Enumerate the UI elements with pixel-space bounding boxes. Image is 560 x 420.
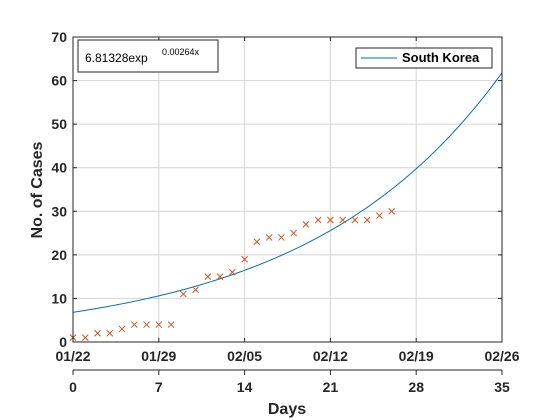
data-point-stroke-b: [388, 207, 396, 215]
data-point-stroke-b: [94, 329, 101, 337]
data-point: [351, 216, 359, 224]
y-tick-label: 30: [51, 203, 67, 219]
data-point: [118, 325, 126, 333]
day-tick-label: 14: [237, 379, 253, 395]
fit-curve-layer: [72, 72, 503, 313]
data-point: [290, 229, 297, 237]
data-point-stroke-b: [278, 234, 285, 241]
data-point: [143, 321, 150, 328]
equation-box-frame: [77, 39, 219, 73]
data-point-stroke-b: [216, 273, 224, 280]
series-line-south-korea: [72, 72, 503, 313]
data-point: [192, 286, 199, 294]
data-point: [94, 329, 101, 337]
data-point: [241, 255, 248, 263]
date-tick-label: 02/05: [227, 348, 262, 364]
day-tick-label: 0: [69, 379, 77, 395]
date-tick-label: 01/29: [141, 348, 176, 364]
data-point-stroke-b: [339, 216, 347, 224]
data-point: [376, 212, 383, 219]
legend: South Korea: [355, 47, 493, 69]
data-point: [278, 234, 285, 241]
data-point: [81, 334, 89, 341]
date-tick-label: 02/19: [399, 348, 434, 364]
data-point: [204, 273, 212, 280]
y-tick-label: 60: [51, 73, 67, 89]
data-point: [253, 238, 261, 246]
data-point-stroke-b: [363, 216, 371, 224]
y-tick-label: 10: [51, 290, 67, 306]
day-axis: 0 7 14 21 28 35: [69, 369, 510, 395]
data-point-stroke-b: [351, 216, 359, 224]
data-point-stroke-b: [241, 255, 248, 263]
plot-frame: [72, 36, 503, 343]
x-axis-label: Days: [268, 401, 306, 418]
data-point-stroke-b: [302, 221, 310, 228]
equation-base: 6.81328exp: [85, 51, 148, 65]
data-point-stroke-b: [204, 273, 212, 280]
data-point-stroke-b: [376, 212, 383, 219]
y-tick-labels: 0 10 20 30 40 50 60 70: [51, 29, 67, 350]
data-point: [179, 290, 187, 298]
data-point: [339, 216, 347, 224]
date-axis: 01/22 01/29 02/05 02/12 02/19 02/26: [55, 348, 519, 364]
y-axis-label: No. of Cases: [29, 141, 46, 238]
data-point-stroke-b: [106, 329, 114, 337]
data-point: [130, 321, 138, 328]
data-point: [216, 273, 224, 280]
y-tick-label: 0: [59, 334, 67, 350]
legend-box: [355, 47, 493, 69]
data-point-stroke-b: [81, 334, 89, 341]
data-point: [302, 221, 310, 228]
plot-area: [73, 37, 502, 342]
data-point-stroke-b: [143, 321, 150, 328]
data-point-stroke-b: [179, 290, 187, 298]
data-point: [228, 268, 236, 276]
day-tick-label: 28: [408, 379, 424, 395]
equation-exponent: 0.00264x: [162, 47, 200, 57]
grid-lines: [73, 37, 502, 342]
data-point: [314, 216, 322, 224]
data-point-stroke-b: [290, 229, 297, 237]
data-point-stroke-b: [314, 216, 322, 224]
date-tick-label: 02/26: [484, 348, 519, 364]
y-tick-label: 40: [51, 160, 67, 176]
data-point-stroke-b: [130, 321, 138, 328]
data-point: [265, 234, 273, 241]
data-point-stroke-b: [253, 238, 261, 246]
tick-marks: [72, 36, 503, 343]
day-tick-label: 21: [323, 379, 339, 395]
y-tick-label: 70: [51, 29, 67, 45]
date-tick-label: 01/22: [55, 348, 90, 364]
data-point-stroke-b: [192, 286, 199, 294]
day-tick-label: 7: [155, 379, 163, 395]
data-point: [167, 321, 175, 328]
data-point: [388, 207, 396, 215]
data-point: [363, 216, 371, 224]
data-point-stroke-b: [155, 321, 163, 328]
date-tick-label: 02/12: [313, 348, 348, 364]
data-point-stroke-b: [265, 234, 273, 241]
y-tick-label: 50: [51, 116, 67, 132]
y-tick-label: 20: [51, 247, 67, 263]
data-point-stroke-b: [167, 321, 175, 328]
data-point: [327, 216, 334, 224]
data-point-stroke-b: [327, 216, 334, 224]
day-tick-label: 35: [494, 379, 510, 395]
data-point-stroke-b: [228, 268, 236, 276]
data-point: [106, 329, 114, 337]
observed-markers: [69, 207, 396, 341]
equation-box: 6.81328exp 0.00264x: [77, 39, 219, 73]
data-point-stroke-b: [118, 325, 126, 333]
data-point: [155, 321, 163, 328]
legend-label-south-korea: South Korea: [402, 50, 480, 65]
